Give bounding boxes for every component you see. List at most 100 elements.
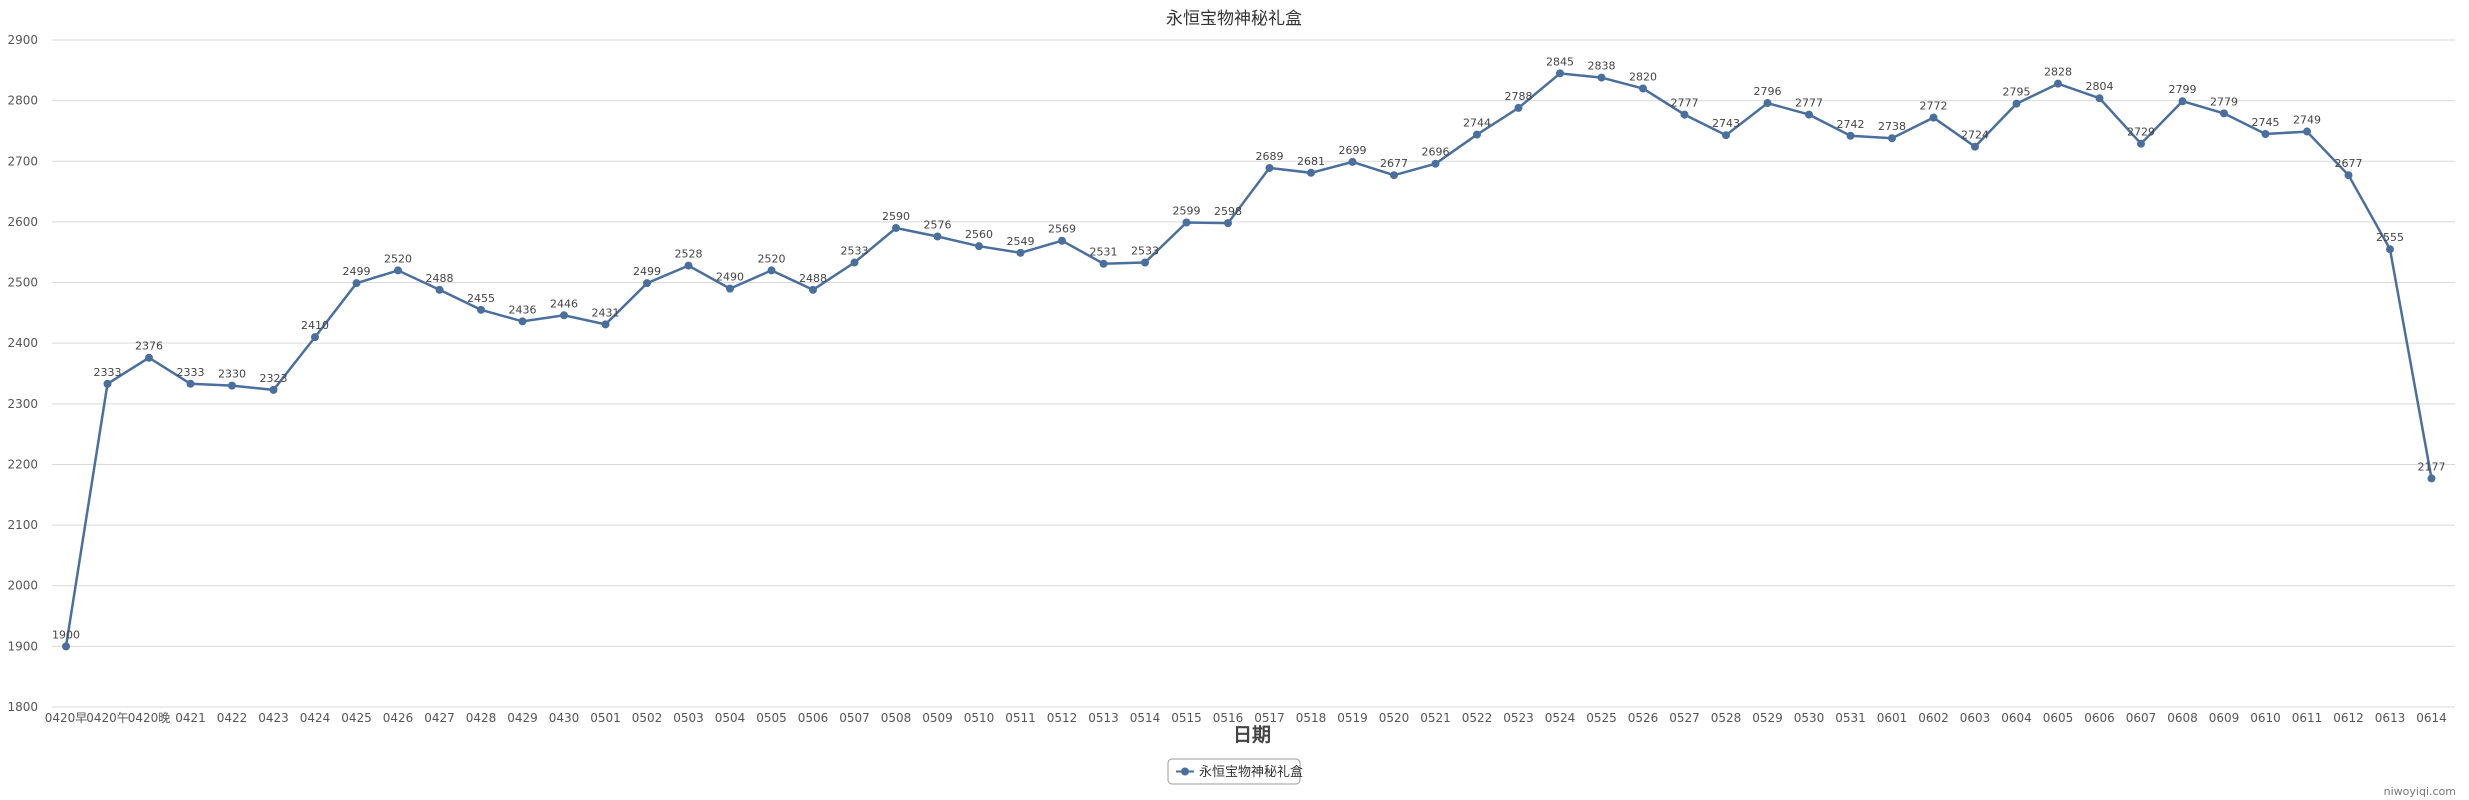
data-point[interactable] (1929, 113, 1938, 122)
data-point[interactable] (850, 258, 859, 267)
y-tick-label: 1900 (7, 639, 38, 653)
data-point[interactable] (2095, 94, 2104, 103)
data-point[interactable] (1099, 259, 1108, 268)
data-point[interactable] (1016, 248, 1025, 257)
data-point[interactable] (1888, 134, 1896, 143)
x-tick-label: 0521 (1420, 711, 1451, 725)
data-point[interactable] (2303, 127, 2311, 136)
data-point[interactable] (2012, 99, 2021, 108)
data-label: 2799 (2169, 83, 2197, 96)
x-tick-label: 0528 (1711, 711, 1742, 725)
data-label: 2681 (1297, 155, 1325, 168)
data-point[interactable] (103, 379, 112, 388)
legend[interactable]: 永恒宝物神秘礼盒 (1167, 758, 1303, 785)
data-label: 2528 (675, 248, 703, 261)
data-label: 2436 (509, 303, 537, 316)
x-tick-label: 0514 (1130, 711, 1161, 725)
data-point[interactable] (1348, 157, 1357, 166)
data-label: 2724 (1961, 129, 1989, 142)
data-label: 2699 (1339, 144, 1367, 157)
data-point[interactable] (892, 223, 900, 232)
x-tick-label: 0614 (2416, 711, 2447, 725)
data-label: 2777 (1795, 97, 1823, 110)
data-label: 2744 (1463, 117, 1491, 130)
data-point[interactable] (311, 333, 319, 342)
x-tick-label: 0513 (1088, 711, 1119, 725)
data-point[interactable] (933, 232, 942, 241)
data-point[interactable] (477, 305, 485, 314)
y-tick-label: 2800 (7, 94, 38, 108)
data-point[interactable] (1224, 219, 1232, 228)
data-label: 2520 (758, 252, 786, 265)
data-point[interactable] (975, 242, 983, 251)
x-tick-label: 0509 (922, 711, 953, 725)
data-point[interactable] (1846, 131, 1855, 140)
y-tick-label: 2600 (7, 215, 38, 229)
data-point[interactable] (601, 320, 610, 329)
data-point[interactable] (809, 285, 817, 294)
data-point[interactable] (435, 285, 444, 294)
data-label: 2455 (467, 292, 495, 305)
data-point[interactable] (1182, 218, 1191, 227)
x-tick-label: 0608 (2167, 711, 2198, 725)
data-point[interactable] (2054, 79, 2062, 88)
data-point[interactable] (1639, 84, 1647, 93)
data-label: 2820 (1629, 71, 1657, 84)
data-point[interactable] (352, 279, 361, 288)
data-point[interactable] (1722, 131, 1730, 140)
data-point[interactable] (269, 385, 278, 394)
x-tick-label: 0519 (1337, 711, 1368, 725)
data-point[interactable] (1058, 236, 1066, 245)
data-point[interactable] (2261, 129, 2270, 138)
y-tick-label: 2100 (7, 518, 38, 532)
data-point[interactable] (1265, 163, 1274, 172)
data-point[interactable] (643, 279, 651, 288)
data-label: 2772 (1920, 100, 1948, 113)
data-point[interactable] (1680, 110, 1689, 119)
x-tick-label: 0522 (1462, 711, 1493, 725)
data-point[interactable] (1597, 73, 1606, 82)
data-point[interactable] (1390, 171, 1398, 180)
data-point[interactable] (1971, 142, 1979, 151)
data-label: 2696 (1422, 146, 1450, 159)
x-tick-label: 0612 (2333, 711, 2364, 725)
data-point[interactable] (1141, 258, 1149, 267)
data-point[interactable] (2137, 139, 2145, 148)
data-point[interactable] (1556, 69, 1564, 78)
x-tick-label: 0507 (839, 711, 870, 725)
x-tick-label: 0430 (549, 711, 580, 725)
data-point[interactable] (2386, 245, 2394, 254)
data-point[interactable] (560, 311, 568, 320)
data-point[interactable] (726, 284, 734, 293)
data-label: 2533 (1131, 245, 1159, 258)
data-point[interactable] (145, 353, 153, 362)
data-point[interactable] (1763, 99, 1772, 108)
data-point[interactable] (2220, 109, 2228, 118)
data-point[interactable] (228, 381, 236, 390)
x-tick-label: 0508 (881, 711, 912, 725)
data-point[interactable] (2178, 97, 2187, 106)
x-tick-label: 0611 (2292, 711, 2323, 725)
data-point[interactable] (1307, 168, 1315, 177)
data-label: 2795 (2003, 86, 2031, 99)
y-axis: 1800 1900 2000 2100 2200 2300 2400 2500 2600 2700… (7, 33, 38, 714)
data-point[interactable] (518, 317, 527, 326)
data-point[interactable] (186, 379, 195, 388)
data-point[interactable] (2427, 474, 2436, 483)
data-point[interactable] (1431, 159, 1440, 168)
data-point[interactable] (684, 261, 693, 270)
data-point[interactable] (394, 266, 402, 275)
y-tick-label: 2000 (7, 579, 38, 593)
credit-text: niwoyiqi.com (2384, 785, 2456, 798)
data-label: 2560 (965, 228, 993, 241)
data-label: 2777 (1671, 97, 1699, 110)
data-labels: 1900 2333 2376 2333 2330 2323 2410 2499 2520 2488… (52, 55, 2446, 641)
data-point[interactable] (2344, 171, 2353, 180)
data-point[interactable] (62, 642, 70, 651)
data-label: 2743 (1712, 117, 1740, 130)
data-point[interactable] (1805, 110, 1813, 119)
data-point[interactable] (1473, 130, 1481, 139)
data-point[interactable] (767, 266, 776, 275)
x-tick-label: 0518 (1296, 711, 1327, 725)
data-point[interactable] (1514, 103, 1523, 112)
